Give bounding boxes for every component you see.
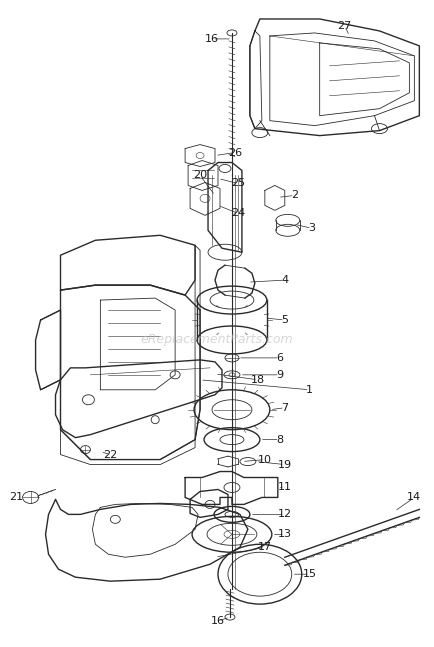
Text: 1: 1 — [306, 385, 312, 395]
Text: 3: 3 — [308, 223, 315, 234]
Text: 12: 12 — [277, 509, 291, 520]
Text: 19: 19 — [277, 459, 291, 470]
Text: 24: 24 — [230, 208, 244, 218]
Text: 4: 4 — [280, 275, 288, 285]
Text: 26: 26 — [227, 148, 241, 158]
Text: 22: 22 — [103, 450, 117, 459]
Text: 11: 11 — [277, 483, 291, 492]
Text: 2: 2 — [290, 190, 298, 201]
Text: 15: 15 — [302, 569, 316, 579]
Text: 17: 17 — [257, 542, 271, 553]
Text: 25: 25 — [230, 179, 244, 188]
Text: eReplacementParts.com: eReplacementParts.com — [140, 333, 293, 346]
Text: 27: 27 — [337, 21, 351, 31]
Text: 16: 16 — [204, 34, 218, 44]
Text: 20: 20 — [193, 170, 207, 181]
Text: 18: 18 — [250, 375, 264, 385]
Text: 14: 14 — [406, 492, 421, 503]
Text: 8: 8 — [276, 435, 283, 444]
Text: 16: 16 — [210, 616, 224, 626]
Text: 6: 6 — [276, 353, 283, 363]
Text: 7: 7 — [280, 402, 288, 413]
Text: 13: 13 — [277, 529, 291, 540]
Text: 9: 9 — [276, 370, 283, 380]
Text: 5: 5 — [281, 315, 288, 325]
Text: 10: 10 — [257, 455, 271, 465]
Text: 21: 21 — [10, 492, 23, 503]
